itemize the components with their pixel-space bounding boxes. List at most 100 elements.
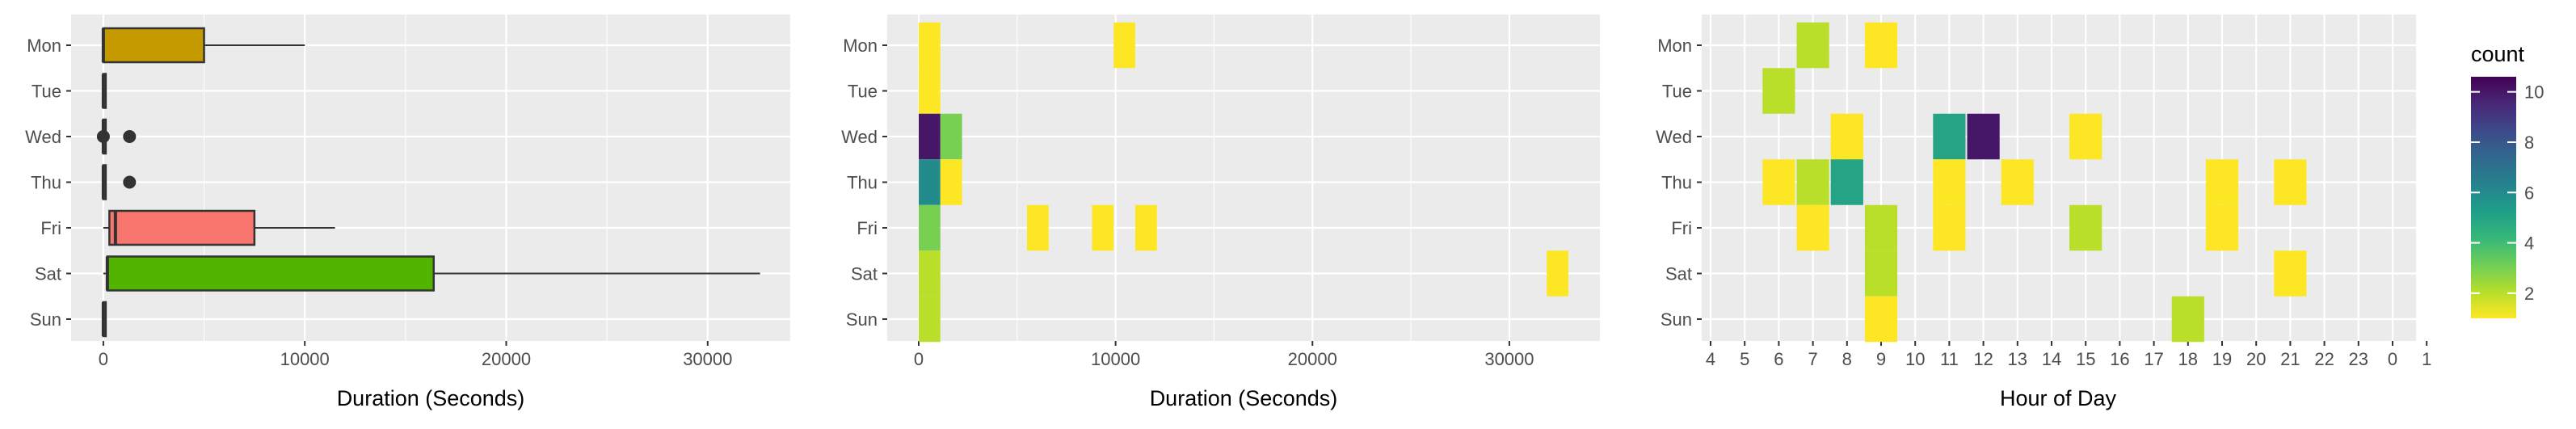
- count-legend: count 2 4 6 8 10: [2471, 42, 2544, 318]
- duration-heatmap-background: [887, 15, 1600, 341]
- hour-heatmap-x-tick-label: 7: [1808, 349, 1817, 369]
- heatmap-cell: [1864, 22, 1898, 69]
- heatmap-cell: [1026, 204, 1049, 251]
- hour-heatmap-x-tick-label: 11: [1940, 349, 1959, 369]
- hour-heatmap-x-tick-label: 6: [1774, 349, 1783, 369]
- heatmap-cell: [1547, 250, 1569, 297]
- hour-heatmap-x-tick-label: 9: [1876, 349, 1886, 369]
- heatmap-cell: [1830, 113, 1863, 160]
- duration-heatmap-x-tick-label: 30000: [1484, 349, 1534, 369]
- hour-heatmap-x-tick-label: 22: [2314, 349, 2334, 369]
- heatmap-cell: [2205, 204, 2239, 251]
- hour-heatmap-x-tick-label: 13: [2008, 349, 2027, 369]
- box-plot-y-tick-label: Sun: [30, 309, 61, 330]
- box-plot-y-tick-label: Thu: [31, 173, 61, 193]
- heatmap-cell: [1113, 22, 1135, 69]
- heatmap-cell: [1933, 204, 1966, 251]
- duration-heatmap-y-tick-label: Sun: [846, 309, 878, 330]
- heatmap-cell: [1762, 159, 1795, 205]
- box-outlier-point: [123, 130, 137, 143]
- hour-heatmap-x-tick-label: 23: [2349, 349, 2368, 369]
- hour-heatmap-x-tick-label: 12: [1973, 349, 1993, 369]
- duration-heatmap-x-tick-label: 20000: [1288, 349, 1337, 369]
- hour-heatmap-panel: 4 5 6 7 8 9 10 11 12 13 14 15 16 17 18 19 20 21 22 23 0 1 Mon T…: [1656, 15, 2431, 369]
- legend-title: count: [2471, 42, 2525, 66]
- box-plot-x-tick-label: 10000: [280, 349, 330, 369]
- heatmap-cell: [918, 113, 941, 160]
- hour-heatmap-y-tick-label: Fri: [1671, 218, 1692, 238]
- heatmap-cell: [940, 113, 962, 160]
- box-outlier-point: [123, 175, 137, 189]
- duration-heatmap-y-tick-label: Tue: [848, 82, 878, 102]
- legend-colorbar: [2471, 77, 2516, 318]
- hour-heatmap-y-tick-label: Wed: [1656, 127, 1692, 147]
- duration-heatmap-y-tick-label: Fri: [857, 218, 878, 238]
- legend-tick-label: 10: [2524, 82, 2544, 103]
- hour-heatmap-x-tick-label: 18: [2178, 349, 2198, 369]
- box-plot-y-tick-label: Fri: [40, 218, 61, 238]
- box-plot-y-tick-label: Sat: [35, 264, 61, 284]
- heatmap-cell: [1762, 68, 1795, 114]
- heatmap-cell: [1134, 204, 1157, 251]
- heatmap-cell: [1864, 250, 1898, 297]
- box-plot-x-tick-label: 0: [99, 349, 108, 369]
- duration-heatmap-x-tick-label: 0: [914, 349, 924, 369]
- heatmap-cell: [1092, 204, 1114, 251]
- heatmap-cell: [918, 296, 941, 343]
- heatmap-cell: [2069, 204, 2102, 251]
- hour-heatmap-x-tick-label: 5: [1740, 349, 1749, 369]
- duration-heatmap-y-tick-label: Wed: [841, 127, 878, 147]
- heatmap-cell: [2274, 250, 2307, 297]
- duration-heatmap-x-tick-label: 10000: [1091, 349, 1140, 369]
- duration-heatmap-x-axis-title: Duration (Seconds): [1150, 386, 1338, 410]
- heatmap-cell: [2069, 113, 2102, 160]
- hour-heatmap-y-tick-label: Tue: [1662, 82, 1692, 102]
- heatmap-cell: [1796, 22, 1829, 69]
- hour-heatmap-x-tick-label: 16: [2110, 349, 2129, 369]
- duration-heatmap-y-tick-label: Thu: [847, 173, 878, 193]
- hour-heatmap-x-tick-label: 15: [2076, 349, 2095, 369]
- hour-heatmap-x-tick-label: 19: [2212, 349, 2232, 369]
- heatmap-cell: [1967, 113, 2000, 160]
- heatmap-cell: [918, 159, 941, 205]
- heatmap-cell: [2171, 296, 2204, 343]
- hour-heatmap-x-tick-label: 10: [1905, 349, 1925, 369]
- box-plot-x-axis-title: Duration (Seconds): [337, 386, 525, 410]
- hour-heatmap-x-tick-label: 17: [2144, 349, 2163, 369]
- hour-heatmap-x-axis-title: Hour of Day: [2000, 386, 2117, 410]
- heatmap-cell: [918, 250, 941, 297]
- heatmap-cell: [2001, 159, 2034, 205]
- box-plot-background: [71, 15, 790, 341]
- box-plot-x-tick-label: 30000: [683, 349, 732, 369]
- heatmap-cell: [2274, 159, 2307, 205]
- heatmap-cell: [1933, 159, 1966, 205]
- heatmap-cell: [2205, 159, 2239, 205]
- hour-heatmap-y-tick-label: Sun: [1661, 309, 1692, 330]
- hour-heatmap-x-tick-label: 8: [1842, 349, 1852, 369]
- heatmap-cell: [1796, 159, 1829, 205]
- heatmap-cell: [1864, 204, 1898, 251]
- hour-heatmap-x-tick-label: 0: [2388, 349, 2397, 369]
- box-plot-y-tick-label: Tue: [32, 82, 61, 102]
- heatmap-cell: [1796, 204, 1829, 251]
- heatmap-cell: [1864, 296, 1898, 343]
- box: [102, 27, 205, 64]
- hour-heatmap-y-tick-label: Sat: [1665, 264, 1692, 284]
- box: [108, 209, 256, 246]
- legend-tick-label: 4: [2524, 233, 2534, 254]
- box-plot-y-tick-label: Mon: [27, 36, 61, 56]
- hour-heatmap-x-tick-label: 1: [2422, 349, 2431, 369]
- duration-heatmap-panel: 0 10000 20000 30000 Mon Tue Wed Thu Fri Sat Sun: [841, 15, 1609, 369]
- hour-heatmap-x-tick-label: 20: [2246, 349, 2266, 369]
- hour-heatmap-y-tick-label: Thu: [1661, 173, 1692, 193]
- box: [106, 255, 435, 292]
- hour-heatmap-y-tick-label: Mon: [1657, 36, 1692, 56]
- legend-tick-label: 6: [2524, 183, 2534, 203]
- box-plot-x-tick-label: 20000: [482, 349, 531, 369]
- heatmap-cell: [918, 22, 941, 69]
- heatmap-cell: [918, 68, 941, 114]
- heatmap-cell: [940, 159, 962, 205]
- box-plot-panel: 0 10000 20000 30000 Mon Tue Wed Thu Fri Sat Sun: [25, 15, 809, 369]
- duration-heatmap-y-tick-label: Mon: [843, 36, 878, 56]
- box-plot-y-tick-label: Wed: [25, 127, 61, 147]
